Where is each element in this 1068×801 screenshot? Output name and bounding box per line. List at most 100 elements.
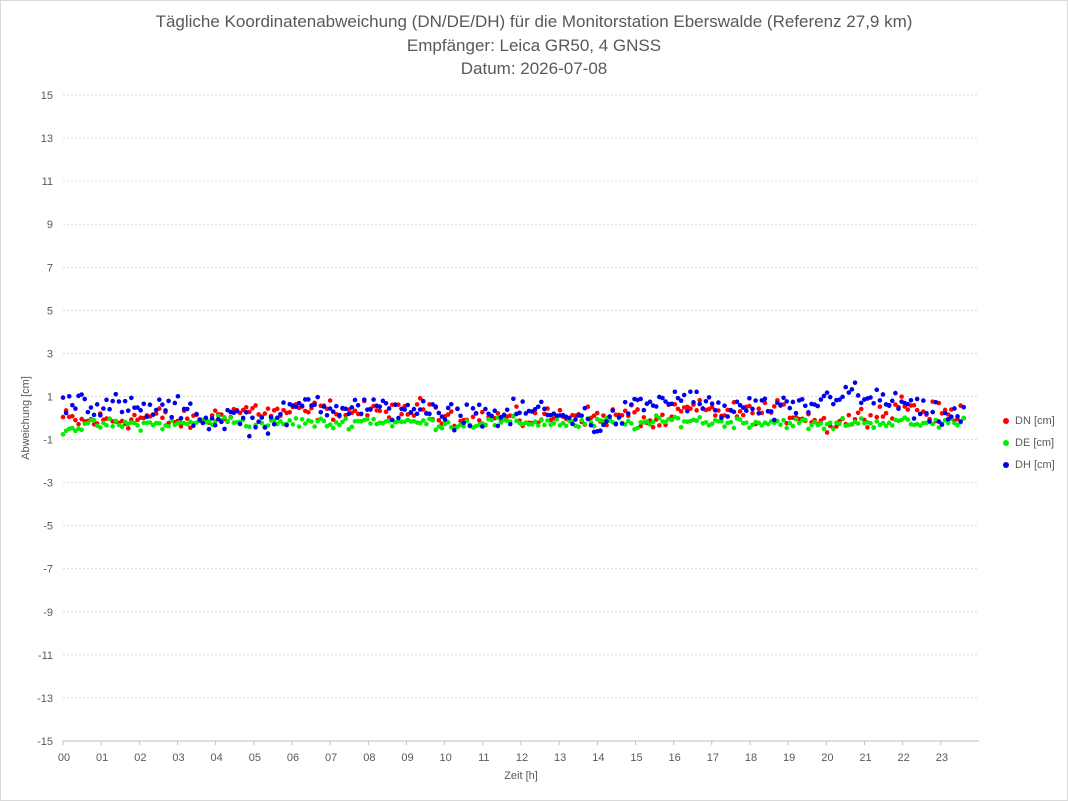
data-point: [889, 423, 895, 428]
data-point: [287, 418, 293, 423]
data-point: [858, 406, 864, 412]
data-point: [949, 414, 954, 419]
data-point: [641, 415, 647, 420]
data-point: [327, 398, 333, 403]
data-point: [334, 403, 339, 409]
data-point: [160, 426, 165, 432]
data-point: [206, 419, 212, 424]
data-point: [219, 419, 224, 425]
x-tick-label: 14: [592, 752, 604, 764]
data-point: [122, 398, 128, 404]
data-point: [868, 420, 873, 426]
data-point: [843, 384, 849, 390]
data-point: [855, 410, 861, 416]
data-point: [70, 425, 75, 431]
data-point: [222, 426, 227, 432]
data-point: [896, 406, 901, 412]
data-point: [113, 391, 119, 397]
data-point: [340, 419, 345, 425]
data-point: [846, 412, 852, 418]
data-point: [417, 396, 423, 401]
data-point: [129, 395, 134, 401]
data-point: [784, 399, 789, 404]
data-point: [539, 418, 544, 423]
data-point: [337, 412, 342, 418]
data-point: [212, 408, 218, 413]
y-tick-label: 11: [42, 176, 53, 188]
data-point: [119, 424, 125, 430]
data-point: [663, 399, 668, 404]
data-point: [517, 410, 522, 416]
data-point: [523, 411, 529, 416]
data-point: [290, 422, 296, 427]
data-point: [883, 410, 889, 416]
data-point: [73, 417, 78, 423]
data-point: [585, 416, 591, 422]
data-point: [371, 397, 376, 402]
x-tick-label: 04: [211, 752, 223, 764]
data-point: [921, 398, 926, 403]
data-point: [309, 419, 314, 424]
data-point: [927, 419, 932, 424]
chart-title: Tägliche Koordinatenabweichung (DN/DE/DH…: [155, 12, 913, 31]
data-point: [762, 400, 768, 406]
x-tick-label: 03: [172, 752, 184, 764]
data-point: [321, 418, 327, 424]
data-point: [156, 420, 162, 426]
data-point: [337, 422, 342, 428]
data-point: [787, 405, 793, 411]
data-point: [709, 404, 715, 410]
data-point: [905, 401, 911, 407]
data-point: [166, 398, 171, 404]
data-point: [445, 420, 451, 425]
data-point: [719, 415, 724, 421]
data-point: [85, 420, 91, 426]
data-point: [731, 409, 737, 415]
data-point: [501, 412, 507, 418]
data-point: [747, 425, 752, 431]
data-point: [312, 402, 317, 407]
data-point: [507, 421, 513, 427]
data-point: [368, 407, 373, 412]
data-point: [883, 423, 889, 429]
data-point: [321, 404, 327, 409]
data-point: [955, 422, 960, 428]
data-point: [203, 415, 209, 421]
x-tick-label: 05: [249, 752, 261, 764]
data-point: [697, 397, 703, 403]
data-point: [644, 419, 650, 424]
data-point: [678, 409, 684, 414]
data-point: [299, 403, 305, 409]
data-point: [240, 415, 246, 421]
data-point: [91, 417, 97, 423]
data-point: [703, 420, 709, 425]
legend-label-de: DE [cm]: [1015, 437, 1055, 449]
data-point: [880, 420, 886, 426]
data-point: [352, 397, 358, 403]
data-point: [88, 405, 94, 410]
data-point: [66, 394, 72, 399]
data-point: [837, 421, 842, 427]
data-point: [753, 398, 758, 403]
data-point: [703, 398, 709, 404]
data-point: [141, 401, 147, 407]
data-point: [138, 408, 143, 413]
data-point: [877, 404, 883, 410]
data-point: [712, 413, 718, 418]
data-point: [756, 420, 762, 426]
data-point: [442, 417, 448, 422]
data-point: [76, 421, 81, 427]
data-point: [535, 404, 541, 410]
data-point: [852, 380, 858, 385]
data-point: [520, 399, 525, 404]
data-point: [480, 409, 485, 415]
data-point: [461, 424, 466, 429]
data-point: [284, 422, 289, 428]
data-point: [470, 414, 476, 420]
data-point: [945, 416, 951, 422]
data-point: [116, 399, 122, 404]
data-point: [868, 413, 873, 418]
data-point: [420, 398, 426, 404]
data-point: [206, 426, 212, 432]
